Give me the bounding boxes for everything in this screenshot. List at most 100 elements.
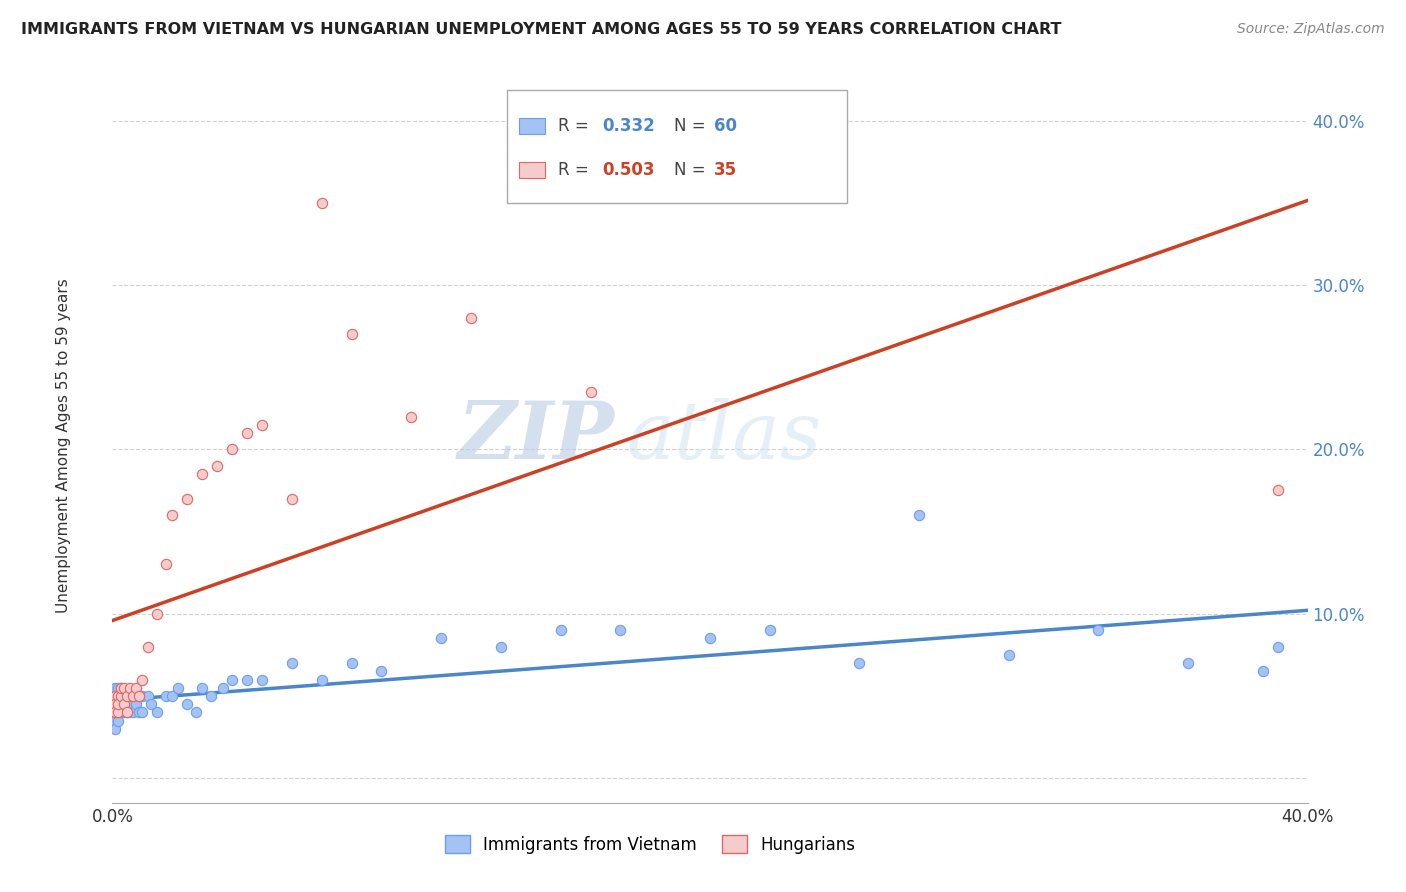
Point: [120, 706, 142, 720]
Text: 0.503: 0.503: [603, 161, 655, 179]
Point: [191, 467, 214, 481]
Point: [340, 327, 363, 342]
Point: [200, 689, 222, 703]
Point: [104, 689, 127, 703]
Point: [460, 310, 482, 325]
Point: [117, 689, 139, 703]
Point: [114, 697, 135, 711]
Point: [107, 697, 129, 711]
Point: [1087, 624, 1109, 638]
Point: [107, 706, 129, 720]
Point: [141, 697, 163, 711]
Point: [430, 632, 453, 646]
Point: [120, 697, 142, 711]
Point: [104, 689, 127, 703]
Point: [125, 697, 148, 711]
Point: [250, 417, 273, 432]
Point: [236, 673, 259, 687]
Point: [117, 706, 139, 720]
Point: [205, 458, 228, 473]
Point: [138, 640, 160, 654]
Text: 35: 35: [714, 161, 737, 179]
Point: [1251, 665, 1274, 679]
Point: [191, 681, 214, 695]
Point: [110, 689, 132, 703]
Point: [110, 706, 132, 720]
Text: 0.332: 0.332: [603, 117, 655, 136]
Point: [138, 689, 160, 703]
Point: [122, 706, 145, 720]
Point: [128, 706, 150, 720]
Point: [908, 508, 931, 523]
Point: [1267, 483, 1289, 498]
Point: [131, 706, 153, 720]
FancyBboxPatch shape: [519, 162, 546, 178]
Point: [117, 706, 139, 720]
Point: [107, 689, 129, 703]
Point: [104, 706, 127, 720]
Point: [104, 706, 127, 720]
Text: R =: R =: [558, 161, 595, 179]
Point: [609, 624, 631, 638]
Point: [221, 442, 243, 457]
Point: [250, 673, 273, 687]
Text: Source: ZipAtlas.com: Source: ZipAtlas.com: [1237, 22, 1385, 37]
Point: [104, 697, 127, 711]
Text: N =: N =: [675, 117, 711, 136]
Point: [107, 681, 129, 695]
Point: [120, 681, 142, 695]
Point: [107, 689, 129, 703]
Point: [107, 714, 129, 728]
Point: [107, 697, 129, 711]
Point: [114, 689, 135, 703]
FancyBboxPatch shape: [519, 118, 546, 135]
Point: [114, 706, 135, 720]
Point: [370, 665, 392, 679]
Point: [104, 706, 127, 720]
Point: [155, 558, 177, 572]
Point: [104, 722, 127, 736]
Point: [110, 697, 132, 711]
Point: [311, 195, 333, 210]
Point: [186, 706, 208, 720]
Point: [122, 689, 145, 703]
Point: [104, 697, 127, 711]
Point: [125, 681, 148, 695]
Text: N =: N =: [675, 161, 711, 179]
Point: [579, 384, 602, 399]
Point: [162, 689, 183, 703]
Point: [311, 673, 333, 687]
Point: [340, 656, 363, 670]
Text: 60: 60: [714, 117, 737, 136]
Point: [236, 425, 259, 440]
Text: IMMIGRANTS FROM VIETNAM VS HUNGARIAN UNEMPLOYMENT AMONG AGES 55 TO 59 YEARS CORR: IMMIGRANTS FROM VIETNAM VS HUNGARIAN UNE…: [21, 22, 1062, 37]
Text: R =: R =: [558, 117, 595, 136]
Point: [107, 706, 129, 720]
Point: [550, 624, 572, 638]
Point: [104, 714, 127, 728]
Text: ZIP: ZIP: [457, 399, 614, 475]
Point: [699, 632, 721, 646]
Point: [110, 689, 132, 703]
Point: [117, 689, 139, 703]
Point: [110, 681, 132, 695]
Point: [146, 607, 169, 621]
Point: [176, 491, 198, 506]
Point: [162, 508, 183, 523]
Point: [281, 491, 304, 506]
Point: [489, 640, 512, 654]
Point: [998, 648, 1021, 662]
Point: [1267, 640, 1289, 654]
Point: [128, 689, 150, 703]
Point: [131, 673, 153, 687]
Point: [110, 681, 132, 695]
Text: atlas: atlas: [627, 399, 821, 475]
Legend: Immigrants from Vietnam, Hungarians: Immigrants from Vietnam, Hungarians: [439, 829, 862, 860]
Point: [759, 624, 782, 638]
Point: [114, 697, 135, 711]
Text: Unemployment Among Ages 55 to 59 years: Unemployment Among Ages 55 to 59 years: [56, 278, 70, 614]
Point: [104, 681, 127, 695]
Point: [146, 706, 169, 720]
Point: [176, 697, 198, 711]
Point: [212, 681, 235, 695]
